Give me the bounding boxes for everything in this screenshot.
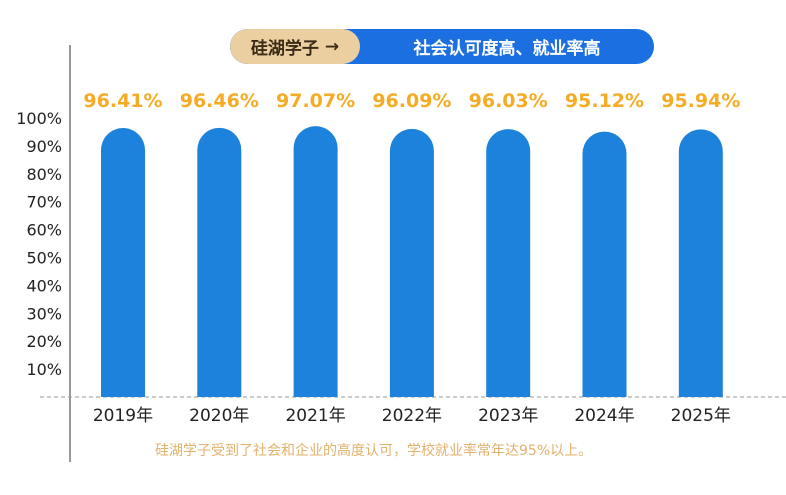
y-tick-label: 30% bbox=[26, 304, 62, 323]
y-tick-label: 80% bbox=[26, 165, 62, 184]
bar bbox=[101, 128, 145, 397]
bar-value-label: 96.09% bbox=[372, 90, 451, 112]
bar-value-label: 96.46% bbox=[180, 90, 259, 112]
y-tick-label: 40% bbox=[26, 276, 62, 295]
x-category-label: 2025年 bbox=[671, 406, 731, 426]
bar-value-label: 95.12% bbox=[565, 90, 644, 112]
arrow-right-icon: → bbox=[324, 36, 340, 57]
bar-value-label: 97.07% bbox=[276, 90, 355, 112]
bar bbox=[389, 128, 434, 397]
y-tick-label: 20% bbox=[26, 332, 62, 351]
banner-left-pill: 硅湖学子 → bbox=[230, 29, 360, 64]
y-tick-label: 70% bbox=[26, 193, 62, 212]
bar-value-label: 96.41% bbox=[83, 90, 162, 112]
bar bbox=[486, 129, 531, 397]
banner-left-text: 硅湖学子 bbox=[250, 39, 319, 59]
bar bbox=[293, 126, 338, 397]
header-banner: 硅湖学子 → 社会认可度高、就业率高 bbox=[230, 29, 654, 64]
bar-value-label: 95.94% bbox=[661, 90, 740, 112]
y-tick-label: 60% bbox=[26, 221, 62, 240]
chart-footnote: 硅湖学子受到了社会和企业的高度认可，学校就业率常年达95%以上。 bbox=[155, 443, 593, 459]
y-tick-label: 50% bbox=[26, 249, 62, 268]
bar-value-label: 96.03% bbox=[469, 90, 548, 112]
x-category-label: 2021年 bbox=[285, 406, 345, 426]
y-tick-label: 90% bbox=[26, 137, 62, 156]
bar bbox=[678, 129, 723, 397]
x-category-label: 2022年 bbox=[382, 406, 442, 426]
x-category-label: 2024年 bbox=[574, 406, 634, 426]
y-tick-label: 100% bbox=[16, 109, 62, 128]
x-category-label: 2020年 bbox=[189, 406, 249, 426]
bar bbox=[197, 127, 242, 398]
bar bbox=[582, 131, 627, 397]
y-tick-label: 10% bbox=[26, 360, 62, 379]
x-category-label: 2019年 bbox=[93, 406, 153, 426]
banner-right-text: 社会认可度高、就业率高 bbox=[413, 39, 601, 59]
x-category-label: 2023年 bbox=[478, 406, 538, 426]
